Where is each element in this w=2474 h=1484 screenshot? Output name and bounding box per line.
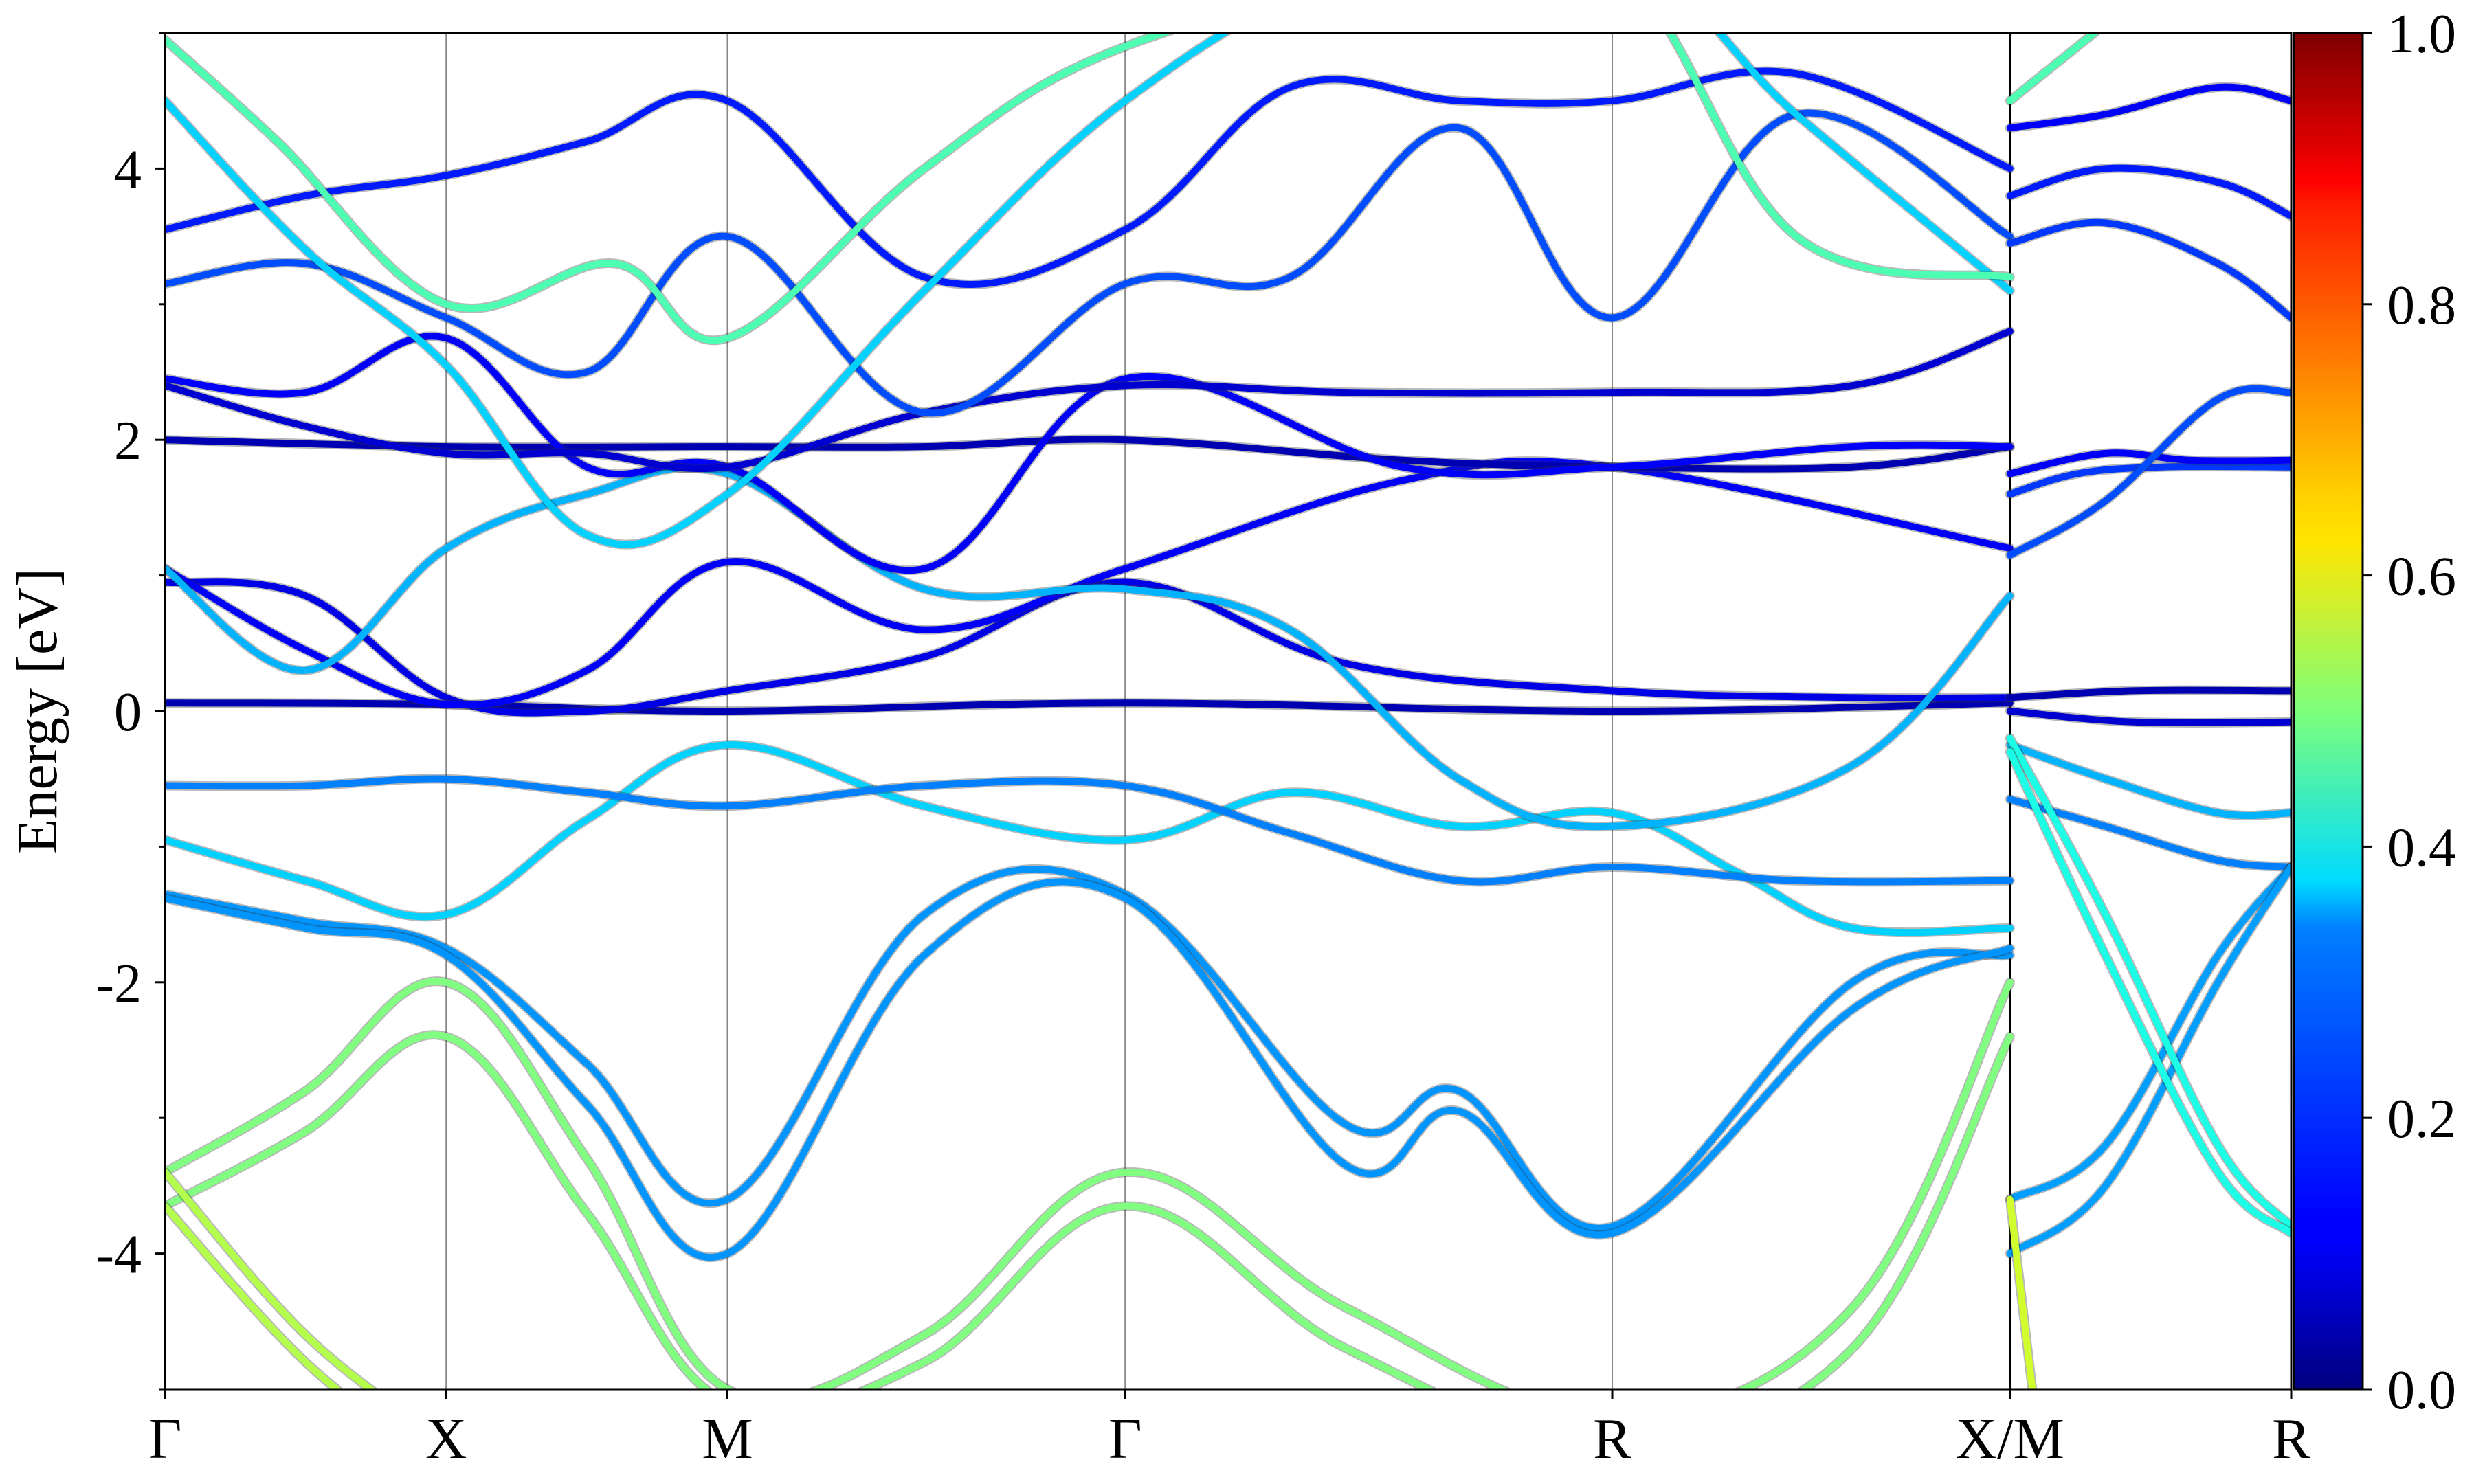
band-line — [2006, 1195, 2036, 1389]
colorbar: 0.0 0.2 0.4 0.6 0.8 1.0 — [2293, 4, 2456, 1421]
band-line — [165, 1169, 377, 1389]
band-line-outline — [165, 864, 2015, 1233]
band-line — [165, 464, 2014, 831]
y-axis-ticks: -4 -2 0 2 4 — [96, 32, 165, 1391]
band-line — [2006, 164, 2291, 220]
band-line-outline — [2005, 862, 2291, 1259]
band-line — [2006, 686, 2291, 701]
band-line — [165, 1202, 342, 1389]
y-tick-label: 2 — [114, 411, 142, 471]
colorbar-gradient — [2293, 32, 2364, 1391]
y-tick-label: -2 — [96, 954, 142, 1014]
y-tick-label: -4 — [96, 1225, 142, 1285]
band-line — [165, 436, 2014, 473]
colorbar-ticks: 0.0 0.2 0.4 0.6 0.8 1.0 — [2363, 4, 2456, 1421]
band-line — [2006, 864, 2291, 1203]
x-tick-label: R — [1593, 1407, 1631, 1471]
band-line — [165, 578, 2014, 717]
band-line — [2006, 708, 2291, 727]
band-line — [165, 878, 2014, 1261]
band-line — [2006, 33, 2100, 104]
band-line — [165, 33, 2014, 548]
band-line — [165, 67, 2014, 288]
x-tick-label: R — [2272, 1407, 2310, 1471]
colorbar-tick-label: 1.0 — [2387, 4, 2456, 65]
band-line-outline — [165, 33, 2015, 550]
band-line-outline — [165, 1030, 2015, 1389]
band-line — [165, 1031, 2014, 1389]
y-tick-label: 4 — [114, 139, 142, 200]
x-tick-label: Γ — [1108, 1407, 1142, 1471]
band-line — [165, 33, 2014, 344]
band-line-outline — [165, 1167, 379, 1389]
band-line — [165, 775, 2014, 886]
band-line — [165, 457, 2014, 709]
x-tick-label: X/M — [1955, 1407, 2064, 1471]
band-line — [165, 328, 2014, 473]
band-line — [165, 333, 2014, 574]
band-lines — [165, 33, 2291, 1389]
band-line — [165, 741, 2014, 936]
band-line — [2006, 462, 2291, 498]
band-line — [165, 109, 2014, 417]
plot-area: -4 -2 0 2 4 Γ X M Γ R X/M R — [96, 32, 2310, 1471]
colorbar-tick-label: 0.0 — [2387, 1360, 2456, 1421]
x-tick-label: M — [702, 1407, 753, 1471]
band-line — [2006, 741, 2291, 819]
band-line — [2006, 748, 2291, 1237]
y-axis-label: Energy [eV] — [5, 568, 69, 854]
band-line — [165, 865, 2014, 1232]
x-tick-label: Γ — [148, 1407, 182, 1471]
band-line-outline — [165, 877, 2015, 1263]
band-line — [2006, 218, 2291, 322]
band-line-outline — [165, 462, 2015, 832]
band-line — [2006, 385, 2291, 559]
y-tick-label: 0 — [114, 682, 142, 743]
band-line — [2006, 83, 2291, 132]
band-line — [165, 978, 2014, 1389]
band-line-outline — [165, 976, 2015, 1389]
band-line — [2006, 734, 2291, 1230]
colorbar-tick-label: 0.2 — [2387, 1089, 2456, 1149]
colorbar-tick-label: 0.8 — [2387, 276, 2456, 336]
colorbar-tick-label: 0.4 — [2387, 818, 2456, 878]
x-tick-label: X — [425, 1407, 467, 1471]
colorbar-tick-label: 0.6 — [2387, 547, 2456, 607]
x-axis-ticks: Γ X M Γ R X/M R — [148, 1389, 2310, 1471]
